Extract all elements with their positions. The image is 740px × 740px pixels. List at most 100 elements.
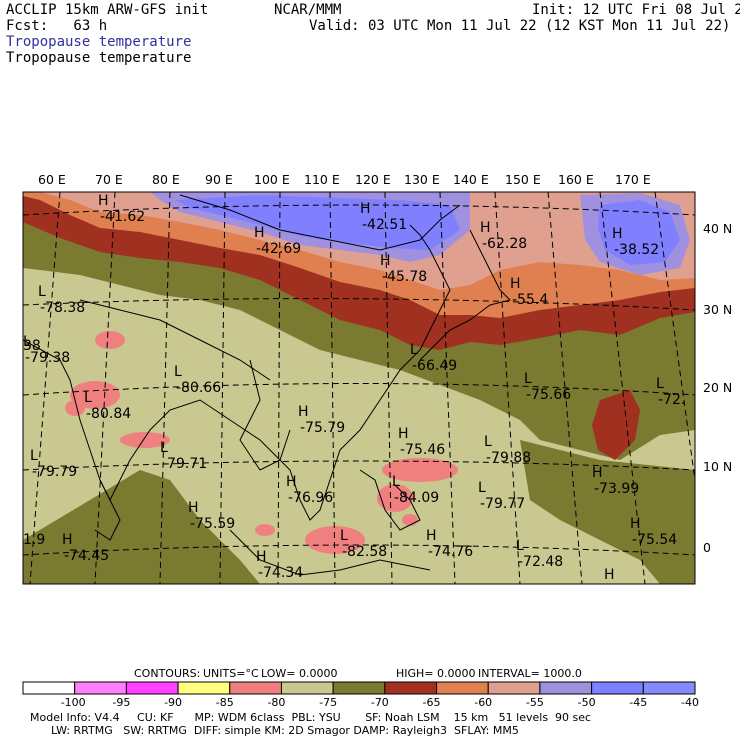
extremum-marker: H xyxy=(256,549,267,565)
extremum-value: -79.77 xyxy=(480,496,525,512)
extremum-marker: H xyxy=(62,532,73,548)
extremum-marker: L xyxy=(160,440,168,456)
extremum-marker: H xyxy=(592,465,603,481)
extremum-value: -62.28 xyxy=(482,236,527,252)
extremum-marker: H xyxy=(630,516,641,532)
colorbar-swatch xyxy=(229,681,282,695)
low-label: LOW= 0.0000 xyxy=(261,667,337,680)
extremum-marker: H xyxy=(426,528,437,544)
extremum-value: -84.09 xyxy=(394,490,439,506)
extremum-marker: L xyxy=(516,538,524,554)
extremum-value: -75.66 xyxy=(526,387,571,403)
colorbar-label: -90 xyxy=(164,696,182,709)
colorbar-label: -100 xyxy=(61,696,86,709)
colorbar-swatch xyxy=(74,681,127,695)
extremum-marker: H xyxy=(510,276,521,292)
extremum-value: 1.9 xyxy=(23,532,45,548)
extremum-value: -41.62 xyxy=(100,209,145,225)
extremum-value: -72. xyxy=(658,392,685,408)
extremum-marker: H xyxy=(398,426,409,442)
extremum-marker: L xyxy=(84,390,92,406)
extremum-value: -75.59 xyxy=(190,516,235,532)
extremum-marker: L xyxy=(478,480,486,496)
extremum-marker: H xyxy=(98,193,109,209)
extremum-marker: H xyxy=(604,567,615,583)
lat-label: 40 N xyxy=(703,221,732,236)
colorbar-swatch xyxy=(280,681,334,695)
extremum-value: -74.34 xyxy=(258,565,303,581)
valid-time: Valid: 03 UTC Mon 11 Jul 22 (12 KST Mon … xyxy=(309,18,731,34)
extremum-marker: L xyxy=(392,474,400,490)
colorbar-label: -75 xyxy=(319,696,337,709)
extremum-marker: H xyxy=(286,474,297,490)
extremum-value: -82.58 xyxy=(342,544,387,560)
colorbar-swatch xyxy=(539,681,593,695)
colorbar-label: -60 xyxy=(474,696,492,709)
lon-label: 110 E xyxy=(304,172,340,187)
extremum-value: -80.66 xyxy=(176,380,221,396)
lon-label: 60 E xyxy=(38,172,66,187)
lat-label: 0 xyxy=(703,540,711,555)
colorbar-label: -45 xyxy=(629,696,647,709)
extremum-marker: L xyxy=(23,334,31,350)
extremum-value: -73.99 xyxy=(594,481,639,497)
lat-label: 20 N xyxy=(703,380,732,395)
colorbar-swatch xyxy=(22,681,76,695)
colorbar-swatch xyxy=(332,681,386,695)
extremum-value: -76.96 xyxy=(288,490,333,506)
colorbar-swatch xyxy=(642,681,696,695)
colorbar-label: -40 xyxy=(681,696,699,709)
units-label: UNITS=°C xyxy=(203,667,259,680)
lat-label: 30 N xyxy=(703,302,732,317)
contours-label: CONTOURS: xyxy=(134,667,200,680)
field-brown-pacific xyxy=(592,390,640,460)
cold-spots xyxy=(65,331,458,554)
extremum-marker: H xyxy=(188,500,199,516)
colorbar-label: -70 xyxy=(371,696,389,709)
extremum-value: -42.51 xyxy=(362,217,407,233)
graticule xyxy=(23,192,695,584)
extremum-value: 38 xyxy=(23,338,41,354)
extremum-value: -80.84 xyxy=(86,406,131,422)
extremum-marker: L xyxy=(410,342,418,358)
model-info-line1: Model Info: V4.4 CU: KF MP: WDM 6class P… xyxy=(30,711,591,724)
high-label: HIGH= 0.0000 xyxy=(396,667,476,680)
init-time: Init: 12 UTC Fri 08 Jul 22 xyxy=(532,2,740,18)
model-title: ACCLIP 15km ARW-GFS init xyxy=(6,2,209,18)
colorbar-label: -80 xyxy=(267,696,285,709)
field-blue xyxy=(175,195,460,250)
extremum-value: -79.38 xyxy=(25,350,70,366)
coastlines xyxy=(23,194,511,576)
extremum-value: -66.49 xyxy=(412,358,457,374)
extremum-value: -79.79 xyxy=(32,464,77,480)
colorbar-swatch xyxy=(487,681,541,695)
colorbar xyxy=(22,681,696,695)
colorbar-label: -95 xyxy=(112,696,130,709)
model-info-line2: LW: RRTMG SW: RRTMG DIFF: simple KM: 2D … xyxy=(30,724,519,737)
field-name-black: Tropopause temperature xyxy=(6,50,192,66)
extremum-value: -79.88 xyxy=(486,450,531,466)
longitude-labels: 60 E 70 E 80 E 90 E 100 E 110 E 120 E 130 E 140 … xyxy=(38,172,651,187)
map-frame xyxy=(22,191,696,585)
forecast-hour: Fcst: 63 h xyxy=(6,18,108,34)
extremum-value: -76.82 xyxy=(606,583,651,599)
field-blue-east xyxy=(598,200,680,265)
lon-label: 70 E xyxy=(95,172,123,187)
extremum-value: -74.45 xyxy=(64,548,109,564)
colorbar-label: -65 xyxy=(423,696,441,709)
lon-label: 140 E xyxy=(453,172,489,187)
extremum-marker: L xyxy=(484,434,492,450)
lat-label: 10 N xyxy=(703,459,732,474)
extremum-value: -78.38 xyxy=(40,300,85,316)
extremum-value: -42.69 xyxy=(256,241,301,257)
extremum-value: -74.76 xyxy=(428,544,473,560)
map-panel: H-41.62 H-42.51H-42.69H-45.78H-62.28H-55.… xyxy=(23,192,695,599)
field-name-blue: Tropopause temperature xyxy=(6,34,192,50)
lon-label: 130 E xyxy=(404,172,440,187)
lon-label: 90 E xyxy=(205,172,233,187)
colorbar-swatch xyxy=(177,681,231,695)
colorbar-label: -50 xyxy=(578,696,596,709)
extremum-value: -75.54 xyxy=(632,532,677,548)
lon-label: 80 E xyxy=(152,172,180,187)
